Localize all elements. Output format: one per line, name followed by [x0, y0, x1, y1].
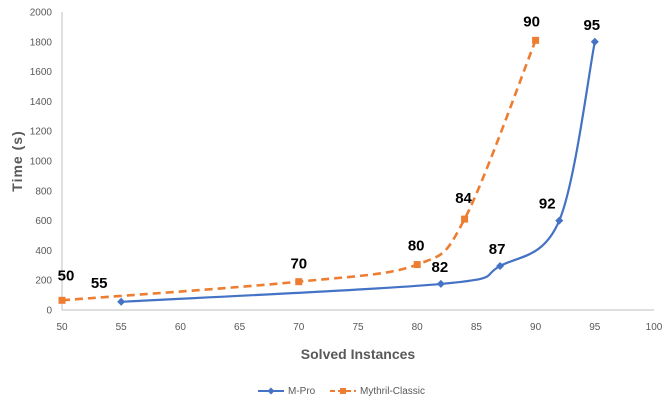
series-mythril-classic [58, 36, 540, 304]
y-tick-label: 1000 [30, 157, 53, 168]
x-tick-label: 55 [116, 322, 128, 333]
y-tick-label: 800 [35, 186, 52, 197]
data-label: 50 [58, 267, 75, 284]
data-point-marker [58, 296, 66, 304]
x-tick-label: 85 [471, 322, 483, 333]
data-point-marker [555, 216, 564, 225]
series-line [121, 41, 596, 303]
data-point-marker [295, 278, 303, 286]
x-tick-label: 50 [56, 322, 68, 333]
x-tick-label: 95 [589, 322, 601, 333]
x-tick-label: 60 [175, 322, 187, 333]
y-tick-label: 1800 [30, 37, 53, 48]
y-tick-label: 600 [35, 216, 52, 227]
y-tick-label: 0 [46, 306, 52, 317]
legend-label: Mythril-Classic [360, 386, 425, 397]
series-layer [58, 36, 599, 306]
legend-marker [267, 387, 275, 395]
data-point-marker [117, 297, 126, 306]
data-label: 82 [432, 259, 449, 276]
x-axis-title: Solved Instances [301, 346, 416, 362]
data-label: 84 [455, 190, 472, 207]
legend-marker [340, 388, 346, 394]
data-label: 80 [408, 238, 425, 255]
y-tick-label: 1600 [30, 67, 53, 78]
x-tick-label: 90 [530, 322, 542, 333]
y-tick-label: 1200 [30, 127, 53, 138]
y-axis-title: Time (s) [9, 130, 25, 191]
series-m-pro [117, 37, 599, 306]
x-tick-label: 70 [293, 322, 305, 333]
x-tick-label: 65 [234, 322, 246, 333]
series-line [61, 39, 537, 302]
data-label: 55 [91, 275, 108, 292]
data-point-marker [413, 261, 421, 269]
data-labels: 55 82 87 92 95 50 70 80 84 90 [58, 13, 600, 291]
x-axis: 50 55 60 65 70 75 80 85 90 95 100 [56, 309, 663, 333]
data-point-marker [532, 36, 540, 44]
data-label: 92 [539, 196, 556, 213]
legend-label: M-Pro [288, 386, 316, 397]
data-point-marker [496, 262, 505, 271]
data-point-marker [436, 279, 445, 288]
legend-entry: Mythril-Classic [330, 386, 425, 397]
y-tick-label: 200 [35, 276, 52, 287]
y-axis: 0 200 400 600 800 1000 1200 1400 1600 1800 2000 [30, 8, 63, 317]
x-tick-label: 100 [646, 322, 663, 333]
data-label: 95 [583, 17, 600, 34]
x-tick-label: 80 [412, 322, 424, 333]
legend: M-Pro Mythril-Classic [258, 386, 425, 397]
data-label: 90 [523, 13, 540, 30]
data-point-marker [461, 215, 469, 223]
x-tick-label: 75 [352, 322, 364, 333]
y-tick-label: 1400 [30, 97, 53, 108]
data-point-marker [590, 37, 599, 46]
legend-entry: M-Pro [258, 386, 316, 397]
y-tick-label: 400 [35, 246, 52, 257]
data-label: 87 [489, 241, 506, 258]
data-label: 70 [290, 256, 307, 273]
y-tick-label: 2000 [30, 8, 53, 19]
